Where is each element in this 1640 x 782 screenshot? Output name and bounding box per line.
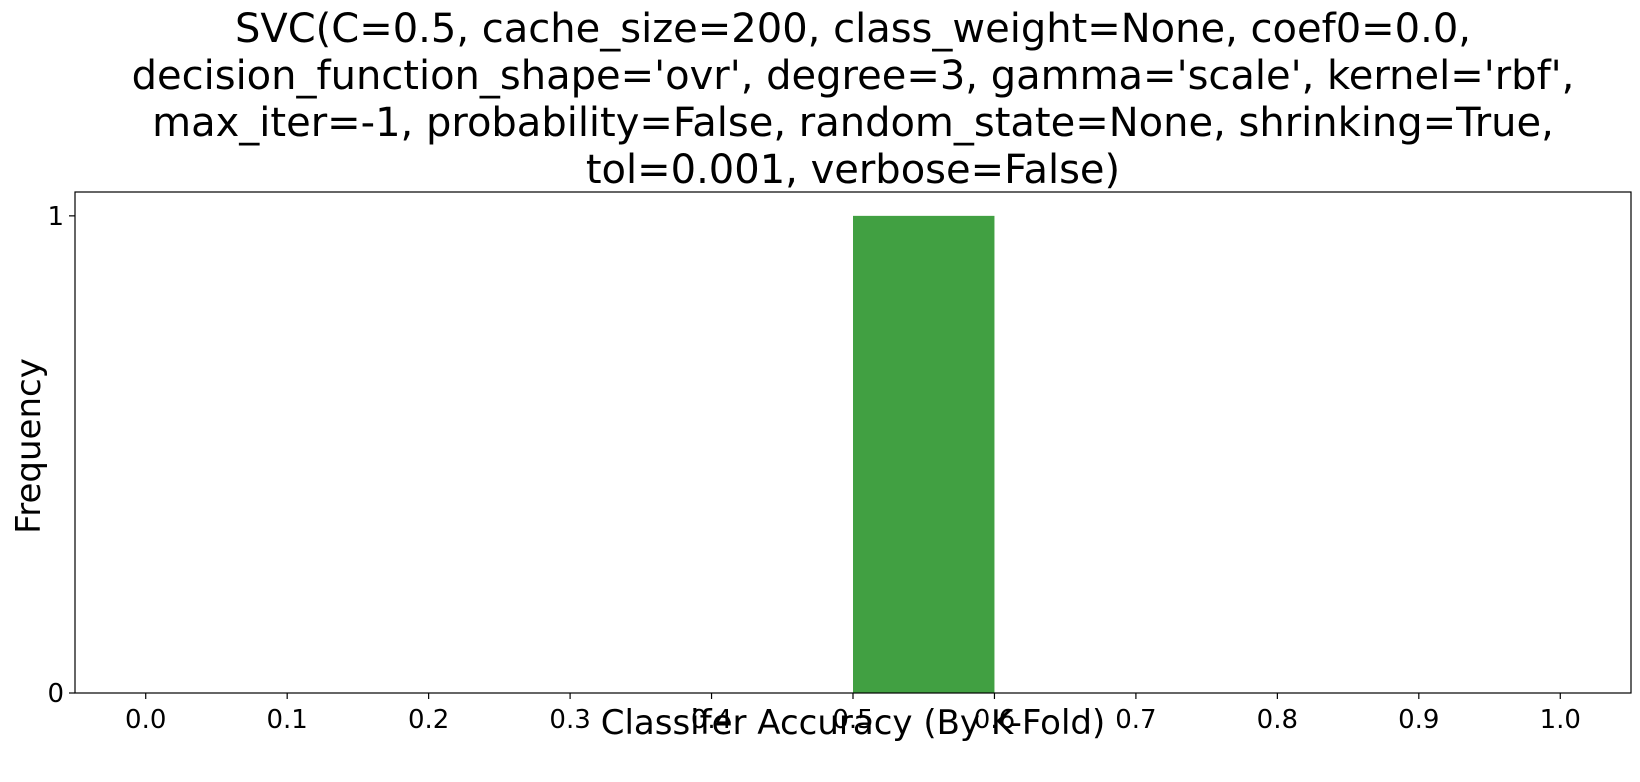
chart-title-line: tol=0.001, verbose=False) [586, 147, 1120, 193]
x-tick-label: 0.3 [549, 705, 590, 735]
bars-group [853, 215, 995, 693]
x-tick-label: 0.8 [1257, 705, 1298, 735]
histogram-bar [853, 215, 995, 693]
x-tick-label: 0.7 [1115, 705, 1156, 735]
x-tick-label: 0.1 [267, 705, 308, 735]
chart-title-line: decision_function_shape='ovr', degree=3,… [132, 53, 1575, 99]
x-tick-label: 0.5 [832, 705, 873, 735]
x-tick-label: 0.2 [408, 705, 449, 735]
x-tick-label: 0.9 [1398, 705, 1439, 735]
x-axis-ticks: 0.0 0.1 0.2 0.3 0.4 0.5 0.6 0.7 0.8 0.9 1.0 [125, 693, 1581, 735]
x-tick-label: 1.0 [1540, 705, 1581, 735]
x-tick-label: 0.6 [974, 705, 1015, 735]
x-tick-label: 0.0 [125, 705, 166, 735]
chart-title: SVC(C=0.5, cache_size=200, class_weight=… [132, 6, 1575, 193]
y-tick-label: 0 [47, 679, 64, 709]
chart-title-line: max_iter=-1, probability=False, random_s… [152, 100, 1554, 146]
x-tick-label: 0.4 [691, 705, 732, 735]
y-axis-label: Frequency [9, 358, 49, 534]
y-tick-label: 1 [47, 202, 64, 232]
y-axis-ticks: 01 [47, 202, 75, 709]
x-axis-label: Classifer Accuracy (By K-Fold) [601, 703, 1106, 743]
chart-title-line: SVC(C=0.5, cache_size=200, class_weight=… [235, 6, 1471, 52]
